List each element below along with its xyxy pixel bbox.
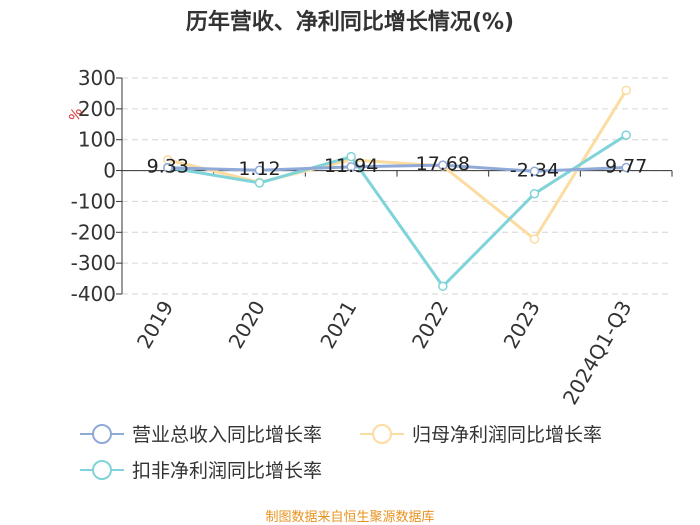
data-point bbox=[254, 165, 265, 175]
data-label: 9.33 bbox=[147, 156, 189, 178]
x-tick-label: 2022 bbox=[407, 297, 453, 353]
y-tick-label: 100 bbox=[78, 128, 116, 152]
data-point bbox=[529, 234, 540, 244]
series-line bbox=[167, 89, 628, 242]
data-point bbox=[438, 160, 448, 170]
y-tick-label: -300 bbox=[71, 251, 116, 275]
series-line bbox=[167, 163, 627, 173]
series-group bbox=[163, 85, 631, 292]
x-tick-label: 2023 bbox=[499, 297, 545, 353]
data-point bbox=[529, 188, 540, 199]
x-tick-label: 2019 bbox=[132, 297, 178, 353]
x-axis: 2019 2020 2021 2022 2023 2024Q1-Q3 bbox=[121, 170, 673, 409]
legend-label-revenue: 营业总收入同比增长率 bbox=[132, 424, 323, 446]
data-label: 9.77 bbox=[605, 156, 647, 178]
legend-label-deducted-profit: 扣非净利润同比增长率 bbox=[132, 460, 323, 482]
series-line bbox=[167, 133, 627, 289]
data-point bbox=[254, 178, 265, 188]
legend-marker-revenue bbox=[80, 423, 124, 444]
data-point bbox=[621, 162, 631, 173]
data-label: -2.34 bbox=[510, 159, 559, 181]
y-axis: 300 200 100 0 -100 -200 -300 -400% bbox=[66, 66, 123, 306]
y-tick-label: -400 bbox=[71, 282, 116, 306]
y-axis-unit: % bbox=[66, 106, 86, 124]
data-point bbox=[529, 166, 540, 177]
legend-item-net-profit[interactable]: 归母净利润同比增长率 bbox=[360, 420, 602, 447]
y-tick-label: -200 bbox=[71, 220, 116, 244]
legend-item-revenue[interactable]: 营业总收入同比增长率 bbox=[80, 420, 322, 447]
y-tick-label: 300 bbox=[78, 66, 116, 90]
data-label: 11.94 bbox=[324, 155, 378, 177]
legend-item-deducted-profit[interactable]: 扣非净利润同比增长率 bbox=[80, 456, 322, 483]
chart-title: 历年营收、净利同比增长情况(%) bbox=[185, 10, 515, 35]
grid-lines bbox=[122, 77, 672, 295]
legend-marker-net-profit bbox=[360, 423, 404, 444]
data-labels: 9.33 1.12 11.94 17.68 -2.34 9.77 bbox=[147, 153, 648, 181]
data-point bbox=[621, 130, 631, 140]
x-tick-label: 2021 bbox=[315, 297, 361, 353]
y-tick-label: 0 bbox=[103, 159, 116, 183]
data-label: 1.12 bbox=[238, 158, 280, 180]
x-tick-label: 2024Q1-Q3 bbox=[558, 297, 637, 409]
legend-marker-deducted-profit bbox=[80, 459, 124, 480]
data-point bbox=[621, 85, 631, 96]
data-label: 17.68 bbox=[416, 153, 470, 175]
data-point bbox=[346, 151, 356, 162]
x-tick-label: 2020 bbox=[224, 297, 270, 353]
data-point bbox=[346, 162, 356, 172]
data-point bbox=[163, 162, 173, 173]
source-note: 制图数据来自恒生聚源数据库 bbox=[265, 510, 435, 525]
legend-label-net-profit: 归母净利润同比增长率 bbox=[412, 424, 603, 446]
y-tick-label: -100 bbox=[71, 189, 116, 213]
data-point bbox=[438, 281, 448, 292]
y-tick-label: 200 bbox=[78, 97, 116, 121]
